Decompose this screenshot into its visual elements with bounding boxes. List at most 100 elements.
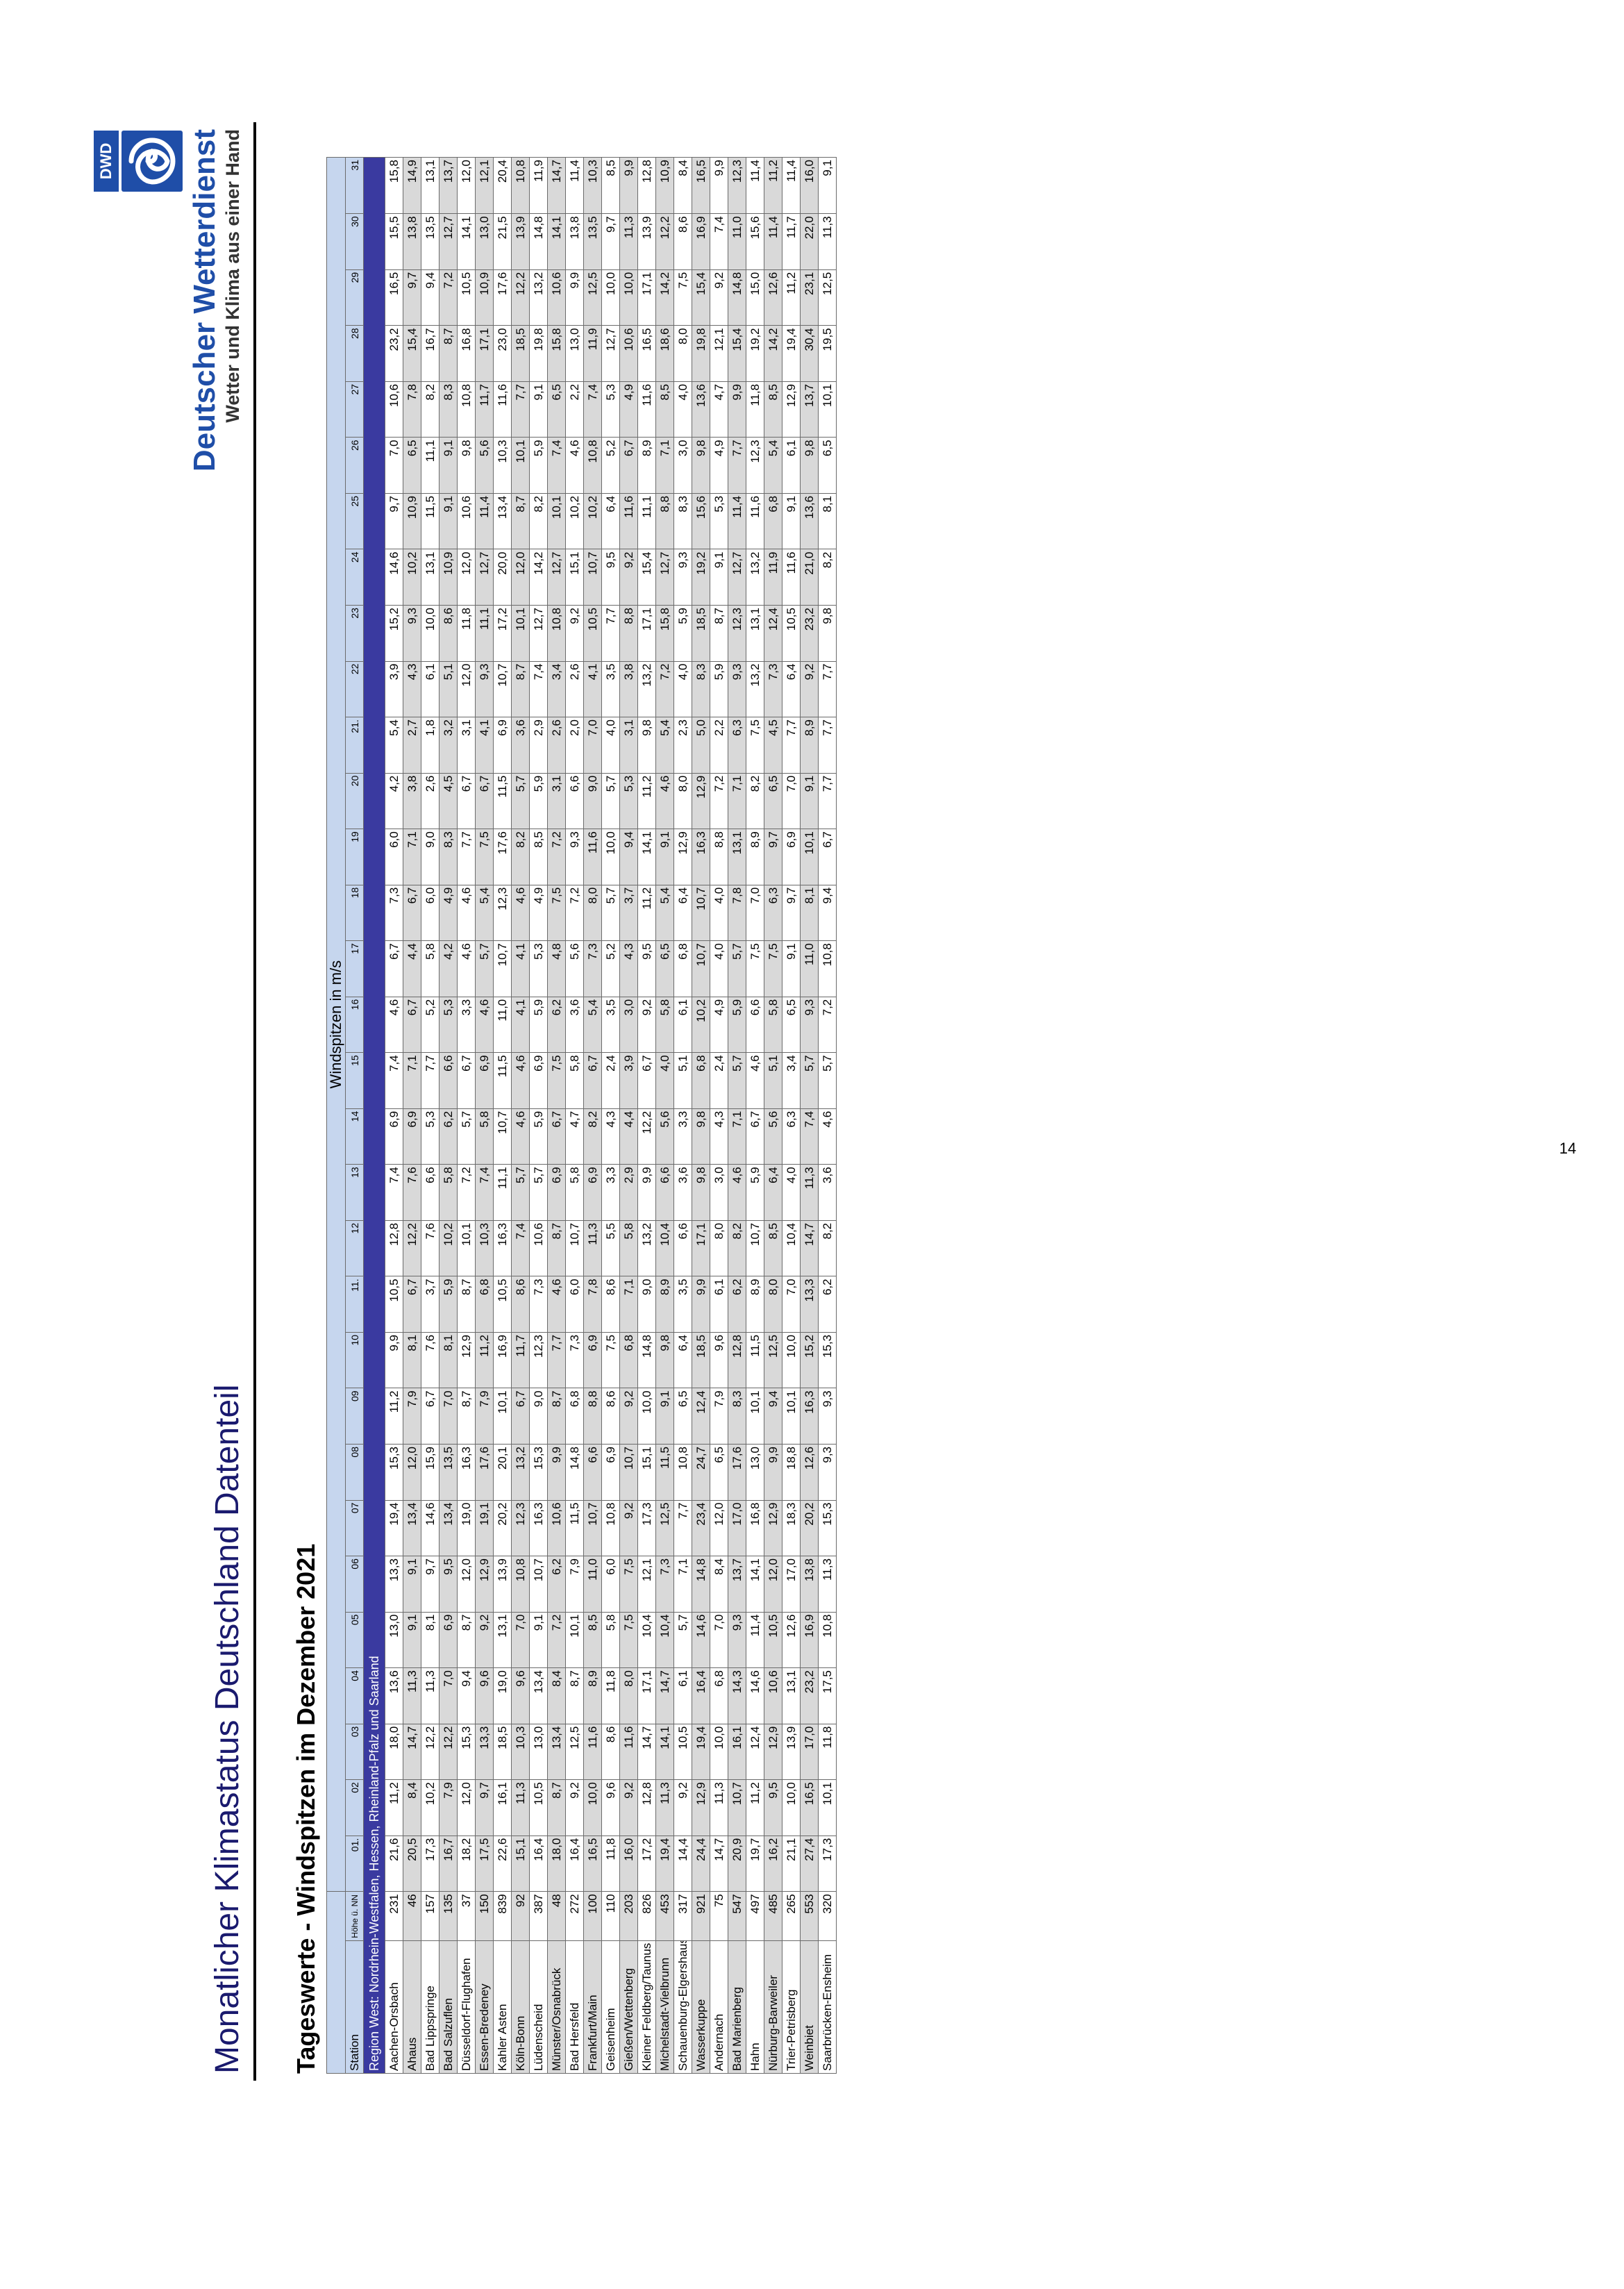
wind-value-cell: 6,8 bbox=[764, 493, 782, 549]
wind-value-cell: 12,7 bbox=[601, 325, 620, 382]
wind-value-cell: 9,2 bbox=[637, 997, 656, 1053]
wind-value-cell: 8,7 bbox=[565, 1667, 584, 1724]
wind-value-cell: 17,1 bbox=[637, 1667, 656, 1724]
wind-value-cell: 5,4 bbox=[583, 997, 602, 1053]
wind-value-cell: 11,4 bbox=[475, 493, 494, 549]
wind-value-cell: 7,0 bbox=[746, 885, 764, 941]
wind-value-cell: 13,4 bbox=[547, 1724, 566, 1780]
wind-value-cell: 12,0 bbox=[457, 1779, 476, 1836]
wind-value-cell: 6,5 bbox=[764, 773, 782, 829]
wind-value-cell: 4,8 bbox=[547, 940, 566, 997]
station-height: 37 bbox=[457, 1891, 476, 1941]
station-name: Schauenburg-Elgershausen bbox=[673, 1940, 692, 2074]
wind-value-cell: 10,7 bbox=[692, 885, 710, 941]
station-name: Bad Lippspringe bbox=[421, 1940, 440, 2074]
wind-value-cell: 23,2 bbox=[800, 605, 819, 662]
wind-value-cell: 5,7 bbox=[728, 940, 746, 997]
wind-value-cell: 11,5 bbox=[655, 1444, 674, 1501]
wind-value-cell: 6,7 bbox=[619, 437, 638, 494]
wind-value-cell: 12,0 bbox=[457, 661, 476, 717]
wind-value-cell: 12,7 bbox=[728, 549, 746, 606]
station-height: 150 bbox=[475, 1891, 494, 1941]
wind-value-cell: 6,9 bbox=[601, 1444, 620, 1501]
wind-value-cell: 13,1 bbox=[421, 549, 440, 606]
wind-value-cell: 11,3 bbox=[421, 1667, 440, 1724]
wind-value-cell: 19,0 bbox=[457, 1500, 476, 1556]
wind-value-cell: 7,4 bbox=[800, 1108, 819, 1165]
wind-value-cell: 5,7 bbox=[818, 1052, 837, 1109]
wind-value-cell: 2,6 bbox=[421, 773, 440, 829]
wind-value-cell: 3,2 bbox=[439, 717, 458, 774]
table-caption-row: Windspitzen in m/s bbox=[326, 157, 346, 2074]
station-height: 100 bbox=[583, 1891, 602, 1941]
wind-value-cell: 6,7 bbox=[818, 829, 837, 885]
wind-value-cell: 4,4 bbox=[403, 940, 421, 997]
wind-value-cell: 11,3 bbox=[403, 1667, 421, 1724]
wind-value-cell: 8,3 bbox=[439, 381, 458, 438]
table-row: Michelstadt-Vielbrunn 453 19,4 11,3 14,1 14,7… bbox=[655, 157, 674, 2074]
wind-value-cell: 11,3 bbox=[800, 1164, 819, 1221]
station-name: Essen-Bredeney bbox=[475, 1940, 494, 2074]
wind-value-cell: 6,2 bbox=[728, 1276, 746, 1333]
wind-value-cell: 8,2 bbox=[583, 1108, 602, 1165]
wind-value-cell: 17,1 bbox=[692, 1220, 710, 1276]
wind-value-cell: 14,7 bbox=[710, 1836, 728, 1892]
wind-value-cell: 9,8 bbox=[637, 717, 656, 774]
wind-value-cell: 17,6 bbox=[493, 269, 512, 326]
day-column-header: 16 bbox=[345, 997, 364, 1053]
wind-value-cell: 9,0 bbox=[637, 1276, 656, 1333]
wind-value-cell: 8,7 bbox=[511, 493, 530, 549]
wind-value-cell: 16,3 bbox=[692, 829, 710, 885]
wind-value-cell: 17,3 bbox=[637, 1500, 656, 1556]
station-name: Saarbrücken-Ensheim bbox=[818, 1940, 837, 2074]
wind-value-cell: 5,9 bbox=[529, 997, 548, 1053]
wind-value-cell: 7,7 bbox=[457, 829, 476, 885]
wind-value-cell: 7,9 bbox=[439, 1779, 458, 1836]
wind-value-cell: 5,7 bbox=[673, 1612, 692, 1668]
wind-value-cell: 7,1 bbox=[728, 773, 746, 829]
wind-value-cell: 5,9 bbox=[728, 997, 746, 1053]
wind-value-cell: 8,2 bbox=[529, 493, 548, 549]
wind-value-cell: 13,0 bbox=[565, 325, 584, 382]
wind-value-cell: 7,7 bbox=[511, 381, 530, 438]
wind-value-cell: 9,4 bbox=[457, 1667, 476, 1724]
wind-value-cell: 14,6 bbox=[385, 549, 403, 606]
wind-value-cell: 3,5 bbox=[601, 661, 620, 717]
station-height: 75 bbox=[710, 1891, 728, 1941]
wind-value-cell: 7,0 bbox=[439, 1667, 458, 1724]
wind-value-cell: 5,2 bbox=[601, 940, 620, 997]
wind-value-cell: 4,5 bbox=[764, 717, 782, 774]
wind-value-cell: 14,1 bbox=[457, 213, 476, 270]
wind-value-cell: 12,7 bbox=[547, 549, 566, 606]
wind-value-cell: 19,4 bbox=[692, 1724, 710, 1780]
wind-value-cell: 3,8 bbox=[403, 773, 421, 829]
wind-value-cell: 3,5 bbox=[673, 1276, 692, 1333]
wind-value-cell: 11,6 bbox=[782, 549, 801, 606]
wind-value-cell: 17,1 bbox=[637, 269, 656, 326]
wind-value-cell: 14,1 bbox=[547, 213, 566, 270]
wind-value-cell: 20,0 bbox=[493, 549, 512, 606]
wind-value-cell: 5,6 bbox=[565, 940, 584, 997]
wind-value-cell: 10,8 bbox=[601, 1500, 620, 1556]
wind-value-cell: 15,6 bbox=[746, 213, 764, 270]
wind-value-cell: 14,7 bbox=[547, 157, 566, 214]
wind-value-cell: 5,8 bbox=[421, 940, 440, 997]
wind-value-cell: 16,8 bbox=[746, 1500, 764, 1556]
wind-value-cell: 9,8 bbox=[800, 437, 819, 494]
wind-value-cell: 12,8 bbox=[637, 157, 656, 214]
wind-value-cell: 10,8 bbox=[457, 381, 476, 438]
station-height: 110 bbox=[601, 1891, 620, 1941]
wind-value-cell: 10,0 bbox=[601, 829, 620, 885]
wind-value-cell: 15,4 bbox=[637, 549, 656, 606]
wind-value-cell: 6,7 bbox=[583, 1052, 602, 1109]
wind-value-cell: 6,2 bbox=[818, 1276, 837, 1333]
table-row: Hahn 497 19,7 11,2 12,4 14,6 11,4 14,1 16,8 13,0 1… bbox=[746, 157, 764, 2074]
station-name: Bad Marienberg bbox=[728, 1940, 746, 2074]
wind-value-cell: 16,1 bbox=[493, 1779, 512, 1836]
wind-value-cell: 7,1 bbox=[673, 1556, 692, 1613]
wind-value-cell: 3,0 bbox=[619, 997, 638, 1053]
wind-value-cell: 4,9 bbox=[710, 997, 728, 1053]
wind-value-cell: 8,7 bbox=[547, 1388, 566, 1445]
wind-value-cell: 12,7 bbox=[655, 549, 674, 606]
table-row: Weinbiet 553 27,4 16,5 17,0 23,2 16,9 13,8 20,2 1… bbox=[800, 157, 819, 2074]
